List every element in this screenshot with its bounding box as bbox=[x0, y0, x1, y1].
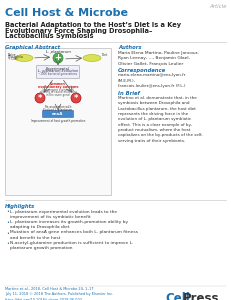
Text: L. plantarum Evolution: L. plantarum Evolution bbox=[38, 69, 78, 73]
Text: •: • bbox=[6, 230, 9, 236]
Text: +: + bbox=[55, 53, 61, 62]
Text: Correspondence: Correspondence bbox=[118, 68, 166, 73]
Text: (convergent evolution &: (convergent evolution & bbox=[42, 88, 74, 92]
Ellipse shape bbox=[15, 55, 33, 62]
Text: Press: Press bbox=[183, 292, 219, 300]
Text: Mutation of ansA gene enhances both L. plantarum fitness
and benefit to the host: Mutation of ansA gene enhances both L. p… bbox=[10, 230, 138, 240]
Text: + Diet: + Diet bbox=[8, 57, 18, 61]
Text: Experimental: Experimental bbox=[46, 67, 70, 71]
Text: Graphical Abstract: Graphical Abstract bbox=[5, 45, 60, 50]
Text: Evolved L. plantarum: Evolved L. plantarum bbox=[43, 107, 73, 112]
Text: Cell: Cell bbox=[165, 292, 190, 300]
FancyBboxPatch shape bbox=[43, 110, 73, 118]
Text: maria-elena.martino@ens-lyon.fr
(M.E.M.),
francois.leulier@ens-lyon.fr (F.L.): maria-elena.martino@ens-lyon.fr (M.E.M.)… bbox=[118, 73, 186, 88]
Text: •: • bbox=[6, 209, 9, 214]
Text: ~1000 bacterial generations: ~1000 bacterial generations bbox=[39, 71, 77, 76]
Text: Diet: Diet bbox=[102, 53, 108, 57]
Text: Re-association with: Re-association with bbox=[45, 105, 71, 109]
Text: Common: Common bbox=[50, 82, 66, 86]
Text: in the same gene): in the same gene) bbox=[46, 93, 70, 97]
Text: *: * bbox=[38, 94, 42, 103]
Text: Drosophila: Drosophila bbox=[8, 55, 24, 59]
Text: Article: Article bbox=[210, 4, 227, 9]
Text: •: • bbox=[6, 220, 9, 225]
Circle shape bbox=[71, 93, 81, 103]
Text: *: * bbox=[74, 94, 78, 103]
Text: •: • bbox=[6, 241, 9, 246]
FancyBboxPatch shape bbox=[5, 48, 111, 195]
Text: Martino et al. demonstrate that, in the
symbiosis between Drosophila and
Lactoba: Martino et al. demonstrate that, in the … bbox=[118, 96, 203, 143]
Text: L. plantarum: L. plantarum bbox=[46, 50, 70, 54]
Circle shape bbox=[35, 93, 45, 103]
Text: Improvement of host growth promotion: Improvement of host growth promotion bbox=[31, 119, 85, 123]
Text: Maria Elena Martino, Pauline Joncour,
Ryan Leenay, ..., Benjamin Glael,
Olivier : Maria Elena Martino, Pauline Joncour, Ry… bbox=[118, 51, 199, 66]
Text: evolutionary outcome: evolutionary outcome bbox=[38, 85, 78, 89]
Text: Bacterial Adaptation to the Host’s Diet Is a Key: Bacterial Adaptation to the Host’s Diet … bbox=[5, 22, 181, 28]
FancyBboxPatch shape bbox=[36, 65, 79, 79]
Text: L. plantarum experimental evolution leads to the
improvement of its symbiotic be: L. plantarum experimental evolution lead… bbox=[10, 209, 117, 219]
Text: Cell Host & Microbe: Cell Host & Microbe bbox=[5, 8, 128, 18]
Text: Martino et al., 2018, Cell Host & Microbe 24, 1–17
July 11, 2018 © 2018 The Auth: Martino et al., 2018, Cell Host & Microb… bbox=[5, 287, 113, 300]
Text: ansA: ansA bbox=[52, 112, 64, 116]
Text: N-acetyl-glutamine production is sufficient to improve L.
plantarum growth promo: N-acetyl-glutamine production is suffici… bbox=[10, 241, 133, 250]
Text: L. plantarum increases its growth-promotion ability by
adapting to Drosophila di: L. plantarum increases its growth-promot… bbox=[10, 220, 128, 229]
Text: Naïve: Naïve bbox=[8, 53, 17, 57]
Text: Evolutionary Force Shaping Drosophila–: Evolutionary Force Shaping Drosophila– bbox=[5, 28, 152, 34]
Text: sharing of causal mutations: sharing of causal mutations bbox=[40, 91, 76, 94]
Text: Lactobacillus Symbiosis: Lactobacillus Symbiosis bbox=[5, 33, 94, 39]
Text: Highlights: Highlights bbox=[5, 204, 35, 209]
Circle shape bbox=[53, 53, 63, 63]
Text: In Brief: In Brief bbox=[118, 91, 140, 96]
Text: Authors: Authors bbox=[118, 45, 142, 50]
Ellipse shape bbox=[83, 55, 101, 62]
